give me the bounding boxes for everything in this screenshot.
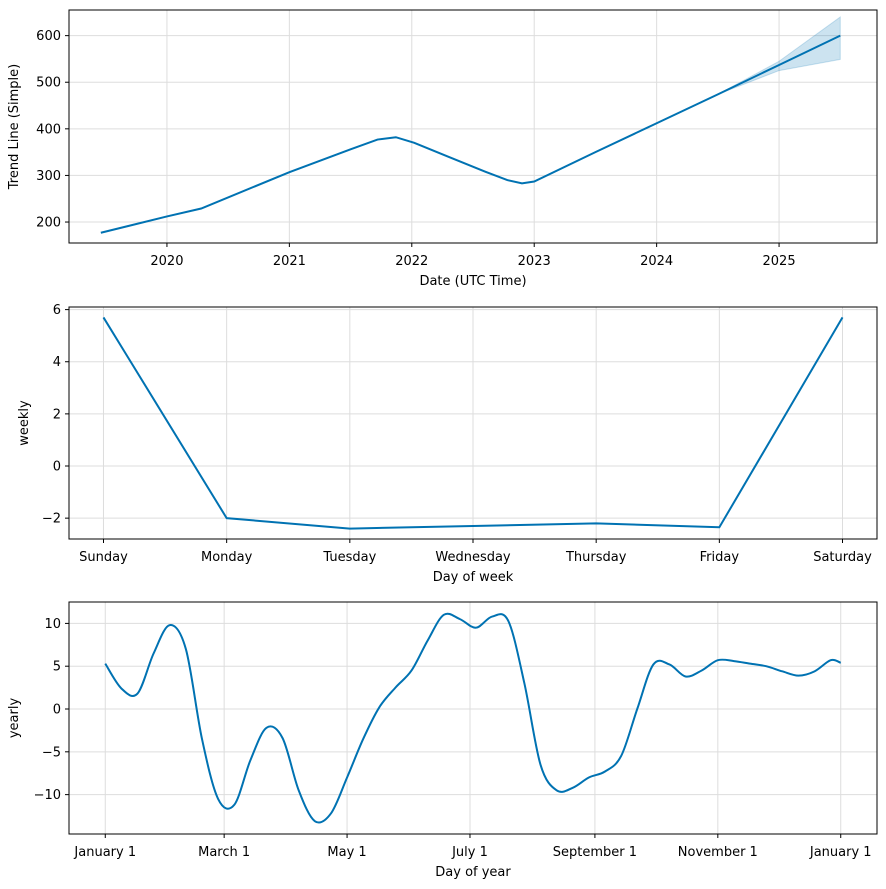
x-axis-label: Date (UTC Time) bbox=[419, 274, 526, 289]
x-tick-label: 2024 bbox=[640, 254, 673, 269]
y-tick-label: −5 bbox=[42, 745, 61, 760]
x-tick-label: Monday bbox=[201, 550, 253, 565]
x-tick-label: Sunday bbox=[79, 550, 128, 565]
y-tick-label: 400 bbox=[36, 122, 61, 137]
x-tick-label: November 1 bbox=[678, 845, 758, 860]
x-tick-label: Thursday bbox=[565, 550, 627, 565]
chart-panel-trend: 2020 2021 2022 2023 2024 2025 200 300 400 500 600 D… bbox=[7, 9, 878, 289]
y-tick-label: 0 bbox=[53, 703, 61, 718]
series-line-yearly bbox=[104, 612, 842, 824]
chart-panel-weekly: Sunday Monday Tuesday Wednesday Thursday Frid… bbox=[17, 303, 878, 585]
x-tick-label: January 1 bbox=[73, 845, 136, 860]
y-tick-label: 2 bbox=[53, 407, 61, 422]
y-axis-label: yearly bbox=[7, 698, 22, 739]
y-axis-label: Trend Line (Simple) bbox=[7, 64, 22, 190]
y-tick-label: 200 bbox=[36, 216, 61, 231]
y-tick-label: 500 bbox=[36, 76, 61, 91]
y-tick-label: 600 bbox=[36, 29, 61, 44]
x-tick-label: Tuesday bbox=[322, 550, 376, 565]
series-line-trend bbox=[100, 34, 841, 234]
series-line-weekly bbox=[102, 316, 844, 530]
x-tick-label: 2023 bbox=[518, 254, 551, 269]
uncertainty-band bbox=[717, 16, 841, 95]
y-tick-label: −10 bbox=[34, 788, 61, 803]
y-tick-label: 4 bbox=[53, 355, 61, 370]
y-axis-label: weekly bbox=[17, 400, 32, 446]
y-tick-label: 300 bbox=[36, 169, 61, 184]
x-axis-label: Day of week bbox=[433, 570, 514, 585]
plot-frame bbox=[68, 601, 878, 835]
chart-panel-yearly: January 1 March 1 May 1 July 1 September 1 No… bbox=[7, 601, 878, 880]
x-tick-label: 2025 bbox=[763, 254, 796, 269]
x-tick-label: Wednesday bbox=[435, 550, 511, 565]
x-tick-label: 2021 bbox=[273, 254, 306, 269]
x-tick-label: Saturday bbox=[813, 550, 872, 565]
x-tick-label: 2022 bbox=[395, 254, 428, 269]
x-tick-label: January 1 bbox=[809, 845, 872, 860]
x-tick-label: September 1 bbox=[553, 845, 637, 860]
y-tick-label: −2 bbox=[42, 512, 61, 527]
x-tick-label: July 1 bbox=[451, 845, 488, 860]
y-tick-label: 6 bbox=[53, 303, 61, 318]
x-tick-label: March 1 bbox=[198, 845, 250, 860]
x-tick-label: Friday bbox=[700, 550, 740, 565]
x-tick-label: 2020 bbox=[150, 254, 183, 269]
x-axis-label: Day of year bbox=[435, 865, 511, 880]
plot-frame bbox=[68, 9, 878, 244]
y-tick-label: 5 bbox=[53, 660, 61, 675]
y-tick-label: 10 bbox=[44, 617, 61, 632]
x-tick-label: May 1 bbox=[327, 845, 366, 860]
y-tick-label: 0 bbox=[53, 460, 61, 475]
